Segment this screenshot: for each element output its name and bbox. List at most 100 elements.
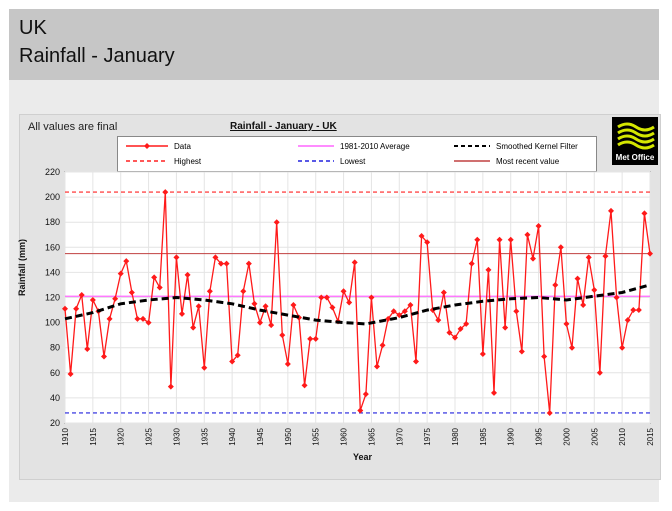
data-point [591, 286, 598, 293]
x-tick-label: 1980 [451, 427, 460, 445]
data-point [273, 219, 280, 226]
x-tick-label: 1935 [200, 427, 209, 445]
data-point [463, 320, 470, 327]
y-tick-label: 40 [50, 393, 60, 403]
data-point [184, 271, 191, 278]
data-point [229, 358, 236, 365]
legend-swatch-data [126, 143, 168, 149]
data-point [173, 254, 180, 261]
data-point [262, 303, 269, 310]
data-point [647, 250, 653, 257]
data-point [340, 288, 347, 295]
data-point [218, 260, 224, 267]
x-tick-label: 1920 [117, 427, 126, 445]
y-tick-label: 220 [45, 167, 60, 177]
data-point [530, 255, 536, 262]
legend-item-average: 1981-2010 Average [298, 139, 410, 153]
data-point [574, 275, 581, 282]
x-tick-label: 1965 [367, 427, 376, 445]
data-point [162, 189, 169, 196]
data-point [435, 317, 442, 324]
x-tick-label: 1975 [423, 427, 432, 445]
data-point [619, 344, 626, 351]
data-point [390, 308, 397, 315]
data-point [474, 236, 481, 243]
legend-label-recent: Most recent value [496, 156, 560, 166]
legend-label-average: 1981-2010 Average [340, 141, 410, 151]
data-point [201, 364, 208, 371]
data-point [541, 353, 548, 360]
data-point [502, 324, 509, 331]
x-tick-label: 1950 [284, 427, 293, 445]
data-point [357, 407, 364, 414]
data-point [546, 409, 553, 416]
data-point [613, 294, 620, 301]
data-point [513, 308, 520, 315]
data-point [301, 382, 308, 389]
data-point [346, 299, 353, 306]
legend-swatch-average [298, 145, 334, 147]
legend-swatch-kernel [454, 145, 490, 147]
data-point [535, 222, 542, 229]
data-point [424, 239, 431, 246]
y-tick-label: 140 [45, 267, 60, 277]
legend-label-data: Data [174, 141, 191, 151]
data-point [290, 302, 297, 309]
data-point [73, 305, 80, 312]
data-point [284, 361, 291, 368]
x-tick-label: 1930 [172, 427, 181, 445]
x-tick-label: 1995 [535, 427, 544, 445]
x-tick-label: 1925 [145, 427, 154, 445]
data-point [307, 335, 314, 342]
data-point [329, 304, 336, 311]
data-point [552, 281, 559, 288]
y-tick-label: 100 [45, 318, 60, 328]
data-point [140, 315, 146, 322]
data-point [457, 325, 464, 332]
data-point [485, 266, 492, 273]
data-point [602, 253, 609, 260]
legend-item-highest: Highest [126, 154, 201, 168]
y-tick-label: 120 [45, 293, 60, 303]
data-point [251, 300, 258, 307]
data-point [413, 358, 419, 365]
x-tick-label: 1945 [256, 427, 265, 445]
x-tick-label: 1910 [61, 427, 70, 445]
y-tick-label: 80 [50, 343, 60, 353]
x-tick-label: 1985 [479, 427, 488, 445]
data-point [452, 334, 458, 341]
data-point [518, 348, 525, 355]
data-point [563, 320, 570, 327]
data-point [89, 297, 96, 304]
data-point [641, 210, 648, 217]
data-point [195, 303, 202, 310]
data-point [446, 329, 453, 336]
data-point [491, 389, 497, 396]
data-point [106, 315, 113, 322]
data-point [84, 345, 91, 352]
data-point [496, 236, 503, 243]
data-point [78, 291, 85, 298]
data-point [67, 371, 74, 378]
data-point [630, 307, 637, 314]
data-point [101, 353, 107, 360]
data-point [257, 319, 263, 326]
data-point [134, 315, 141, 322]
y-axis-label: Rainfall (mm) [17, 238, 27, 296]
page-header: UK Rainfall - January [9, 9, 659, 80]
x-tick-label: 1940 [228, 427, 237, 445]
legend-item-data: Data [126, 139, 191, 153]
legend-item-lowest: Lowest [298, 154, 365, 168]
data-point [440, 289, 447, 296]
data-point [323, 294, 330, 301]
data-point [234, 352, 241, 359]
legend-swatch-lowest [298, 160, 334, 162]
x-tick-label: 1990 [507, 427, 516, 445]
data-point [117, 270, 124, 277]
data-point [479, 350, 486, 357]
data-point [379, 342, 386, 349]
data-point [374, 363, 380, 370]
data-point [524, 231, 531, 238]
x-tick-label: 2015 [646, 427, 655, 445]
data-point [401, 308, 408, 315]
